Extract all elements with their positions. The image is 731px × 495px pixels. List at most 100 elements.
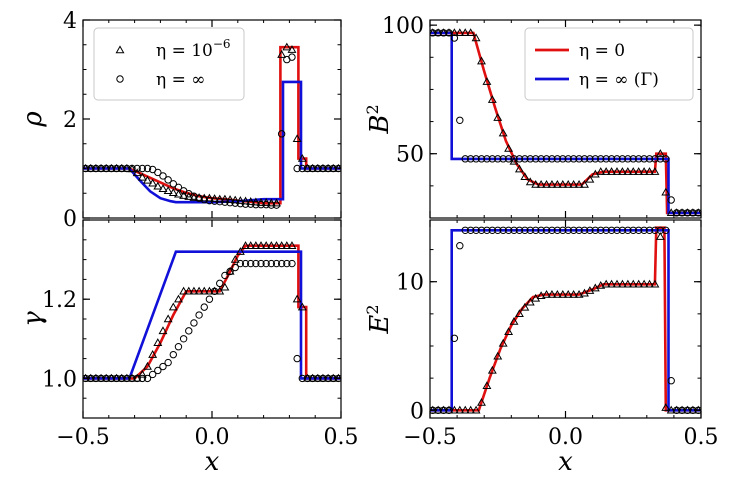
marker-gamma-circle-15 (159, 362, 167, 371)
legend-marker-rho-1 (116, 75, 124, 83)
marker-rho-circle-8 (123, 164, 131, 173)
legend-label-sup-rho-0: −6 (213, 37, 231, 51)
marker-rho-circle-48 (329, 164, 337, 173)
marker-E2-circle-25 (564, 226, 572, 234)
marker-E2-circle-47 (683, 406, 692, 414)
marker-B2-triangle-18 (525, 177, 535, 186)
marker-E2-circle-44 (667, 377, 675, 385)
marker-B2-circle-14 (504, 155, 513, 163)
marker-rho-triangle-29 (230, 195, 240, 204)
marker-rho-circle-7 (118, 164, 126, 173)
marker-E2-triangle-21 (542, 289, 551, 298)
marker-E2-triangle-25 (563, 289, 573, 298)
marker-E2-circle-24 (559, 226, 567, 234)
marker-E2-circle-22 (548, 226, 556, 234)
marker-E2-triangle-26 (569, 289, 579, 298)
marker-gamma-circle-36 (267, 259, 276, 268)
marker-gamma-circle-27 (221, 271, 229, 280)
marker-rho-triangle-17 (168, 188, 178, 196)
series-line-E2-1 (430, 229, 701, 412)
marker-E2-triangle-12 (493, 351, 503, 360)
marker-gamma-circle-37 (272, 259, 281, 268)
marker-E2-circle-13 (499, 226, 507, 234)
marker-gamma-triangle-38 (277, 241, 287, 249)
marker-gamma-circle-35 (262, 259, 270, 268)
marker-B2-circle-28 (580, 155, 589, 163)
marker-E2-circle-4 (450, 334, 459, 342)
marker-B2-circle-25 (564, 155, 572, 163)
marker-gamma-circle-28 (226, 267, 234, 276)
marker-gamma-circle-39 (283, 259, 291, 268)
marker-E2-circle-5 (456, 242, 464, 250)
x-tick-label-E2-0: −0.5 (403, 425, 456, 450)
marker-B2-triangle-20 (536, 179, 546, 188)
marker-B2-triangle-40 (645, 167, 654, 175)
marker-E2-triangle-39 (639, 279, 649, 288)
marker-E2-triangle-14 (504, 327, 514, 336)
marker-E2-circle-29 (586, 226, 594, 234)
marker-rho-triangle-16 (163, 186, 173, 194)
legend-rho: η = 10−6η = ∞ (93, 27, 245, 101)
marker-E2-circle-6 (461, 226, 469, 234)
series-line-E2-0 (430, 226, 701, 412)
marker-rho-triangle-39 (282, 42, 292, 51)
marker-gamma-circle-9 (128, 374, 136, 383)
y-axis-label-rho: ρ (18, 111, 48, 128)
marker-E2-triangle-7 (466, 405, 476, 414)
marker-B2-circle-17 (521, 155, 529, 163)
marker-gamma-triangle-16 (163, 314, 173, 323)
marker-rho-triangle-18 (173, 189, 183, 198)
marker-E2-circle-43 (662, 226, 670, 234)
legend-box-B2 (524, 27, 694, 101)
marker-B2-triangle-6 (460, 28, 470, 37)
marker-B2-circle-39 (640, 155, 648, 163)
marker-rho-triangle-15 (158, 184, 168, 192)
marker-E2-triangle-15 (509, 316, 519, 325)
marker-B2-triangle-42 (655, 149, 665, 157)
legend-label-rho-1: η = ∞ (156, 70, 205, 90)
marker-rho-circle-33 (252, 200, 260, 209)
marker-B2-circle-8 (472, 155, 480, 163)
marker-B2-circle-23 (553, 155, 562, 163)
marker-gamma-circle-42 (298, 374, 306, 383)
marker-rho-circle-41 (293, 164, 301, 173)
marker-E2-triangle-37 (628, 279, 638, 288)
marker-B2-circle-32 (602, 155, 610, 163)
marker-B2-circle-31 (597, 155, 605, 163)
plot-area-gamma (83, 241, 341, 383)
marker-rho-circle-11 (138, 164, 147, 173)
marker-B2-triangle-39 (639, 167, 649, 175)
marker-E2-triangle-10 (482, 381, 492, 390)
marker-B2-circle-0 (430, 29, 437, 37)
marker-E2-circle-3 (445, 406, 453, 414)
marker-gamma-circle-47 (324, 374, 332, 383)
marker-B2-circle-43 (662, 155, 670, 163)
marker-rho-triangle-12 (143, 175, 152, 184)
marker-B2-triangle-23 (552, 179, 562, 188)
marker-B2-circle-13 (499, 155, 507, 163)
marker-E2-circle-2 (439, 406, 448, 414)
marker-B2-circle-9 (477, 155, 486, 163)
marker-E2-triangle-34 (612, 279, 622, 288)
marker-E2-triangle-9 (477, 397, 486, 406)
marker-B2-triangle-11 (487, 95, 497, 103)
marker-rho-triangle-42 (297, 153, 307, 162)
marker-E2-triangle-24 (558, 289, 568, 298)
y-axis-label-B2: B2 (363, 104, 395, 134)
marker-rho-triangle-41 (292, 134, 302, 142)
marker-rho-circle-36 (267, 201, 276, 209)
x-axis-label-E2: x (558, 447, 573, 477)
marker-E2-circle-10 (483, 226, 491, 234)
marker-gamma-circle-6 (112, 374, 121, 383)
marker-gamma-circle-34 (257, 259, 265, 268)
marker-E2-triangle-40 (645, 279, 654, 288)
legend-box-rho (93, 27, 245, 101)
marker-E2-circle-32 (602, 226, 610, 234)
marker-E2-circle-28 (580, 226, 589, 234)
marker-B2-circle-36 (624, 155, 632, 163)
marker-rho-triangle-28 (225, 195, 235, 203)
y-axis-label-sup-E2: 2 (363, 304, 382, 314)
marker-gamma-triangle-21 (189, 286, 199, 295)
marker-rho-circle-27 (221, 198, 229, 206)
